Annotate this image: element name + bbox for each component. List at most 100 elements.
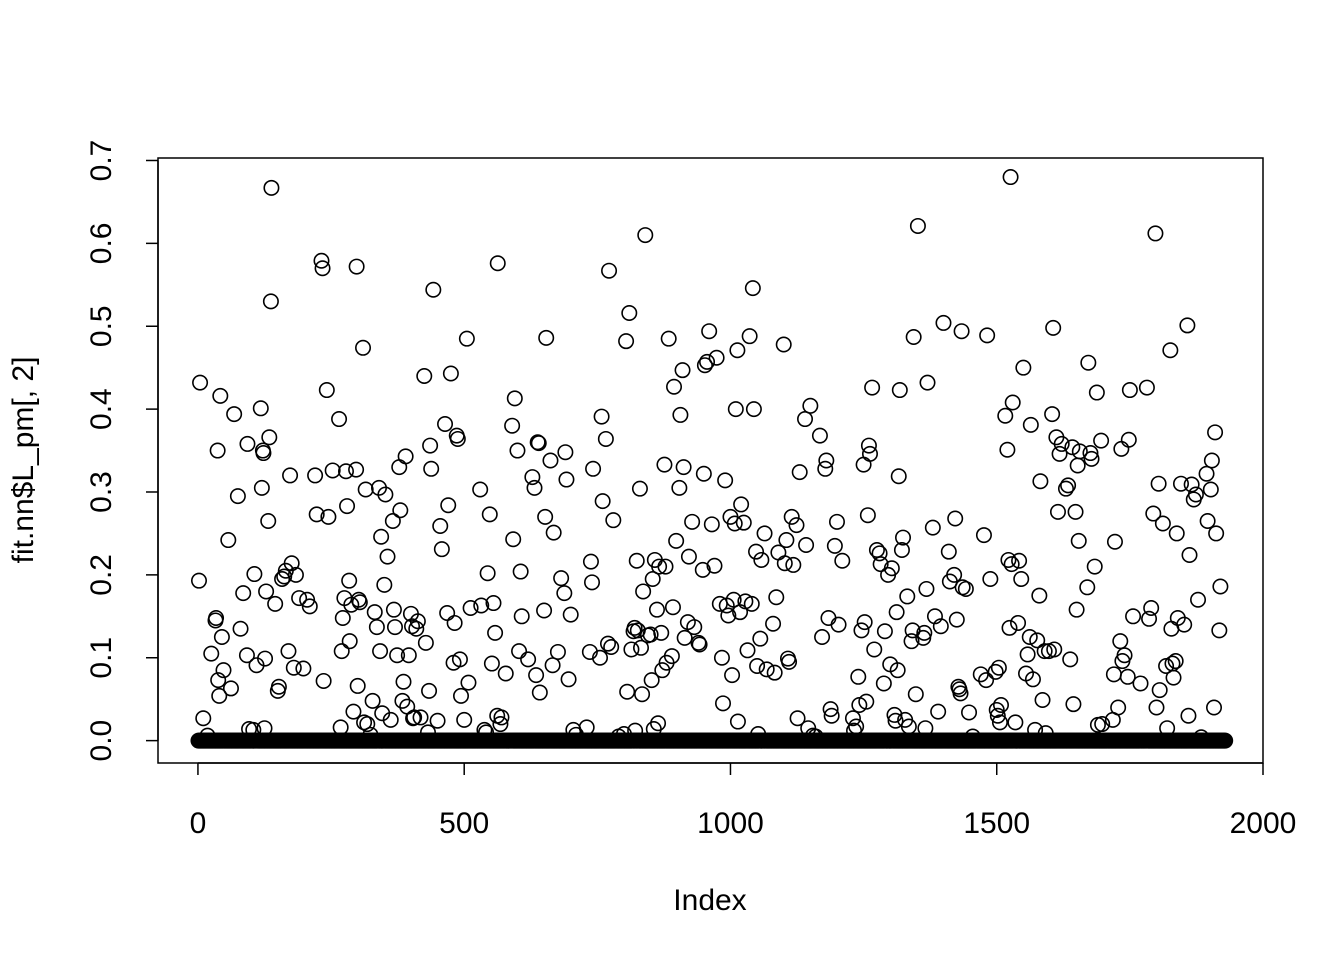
data-point [858,693,875,710]
data-point [1067,503,1084,520]
data-point [199,727,216,744]
data-point [433,541,450,558]
data-point [1211,622,1228,639]
data-point [332,719,349,736]
data-point [932,618,949,635]
data-point [952,685,969,702]
data-point [1110,699,1127,716]
data-point [654,662,671,679]
data-point [1060,477,1077,494]
data-point [643,672,660,689]
data-point [478,724,495,741]
data-point [724,667,741,684]
data-point [511,643,528,660]
data-point [1179,317,1196,334]
data-point [632,639,649,656]
data-point [1036,643,1053,660]
data-point [775,336,792,353]
data-point [930,703,947,720]
data-point [817,460,834,477]
data-point [954,579,971,596]
data-point [212,387,229,404]
data-point [404,618,421,635]
data-point [623,641,640,658]
data-point [765,615,782,632]
data-point [1088,384,1105,401]
data-point [1187,486,1204,503]
data-point [739,642,756,659]
data-point [648,601,665,618]
data-point [453,687,470,704]
data-point [844,710,861,727]
data-point [729,713,746,730]
data-point [729,342,746,359]
data-point [972,666,989,683]
data-point [991,714,1008,731]
data-point [1010,614,1027,631]
data-point [423,460,440,477]
data-point [406,709,423,726]
data-point [1068,601,1085,618]
data-point [337,463,354,480]
data-point [315,672,332,689]
data-point [246,566,263,583]
y-tick-label: 0.0 [85,720,118,762]
data-point [392,502,409,519]
data-point [257,650,274,667]
data-point [708,349,725,366]
data-point [556,585,573,602]
data-point [657,558,674,575]
data-point [861,445,878,462]
data-point [483,655,500,672]
data-point [285,659,302,676]
data-point [900,718,917,735]
data-point [1167,653,1184,670]
data-point [982,571,999,588]
data-point [1013,571,1030,588]
data-point [506,390,523,407]
data-point [209,442,226,459]
data-point [706,557,723,574]
data-point [287,566,304,583]
data-point [904,622,921,639]
data-point [828,513,845,530]
data-point [1082,445,1099,462]
data-point [456,711,473,728]
data-point [745,401,762,418]
data-point [1034,692,1051,709]
data-point [889,662,906,679]
data-point [713,649,730,666]
data-point [946,566,963,583]
data-point [386,619,403,636]
data-point [703,516,720,533]
x-tick-label: 2000 [1230,807,1297,840]
data-point [545,524,562,541]
data-point [899,588,916,605]
data-point [472,481,489,498]
y-tick-label: 0.4 [85,388,118,430]
data-point [1064,439,1081,456]
data-point [666,378,683,395]
data-point [425,281,442,298]
data-point [530,435,547,452]
data-point [635,583,652,600]
y-tick-label: 0.6 [85,223,118,265]
data-point [727,401,744,418]
data-point [562,606,579,623]
data-point [675,459,692,476]
data-point [1051,445,1068,462]
data-point [756,525,773,542]
data-point [1143,600,1160,617]
data-point [603,638,620,655]
data-point [876,623,893,640]
data-point [686,619,703,636]
data-point [1024,671,1041,688]
data-point [834,552,851,569]
data-point [256,720,273,737]
data-point [1029,632,1046,649]
x-tick-label: 1000 [697,807,764,840]
data-point [890,468,907,485]
data-point [421,682,438,699]
data-point [1138,379,1155,396]
